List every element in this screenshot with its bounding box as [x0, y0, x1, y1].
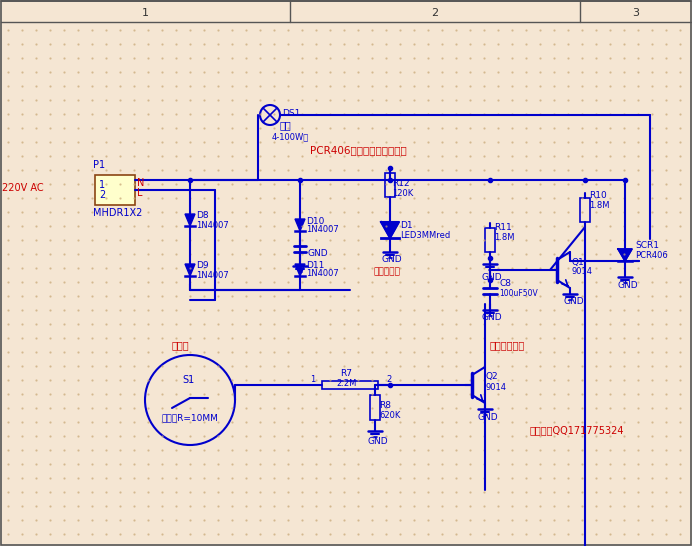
Polygon shape	[295, 264, 305, 276]
Text: 触摸片: 触摸片	[172, 340, 190, 350]
Text: GND: GND	[308, 250, 329, 258]
Text: R10: R10	[589, 192, 607, 200]
Text: 620K: 620K	[379, 411, 401, 419]
Text: Q1: Q1	[571, 258, 584, 266]
Text: 1.8M: 1.8M	[589, 201, 610, 211]
Text: P1: P1	[93, 160, 105, 170]
Text: 1N4007: 1N4007	[196, 222, 229, 230]
Text: 灯具: 灯具	[280, 120, 292, 130]
Text: D8: D8	[196, 211, 208, 221]
Text: 100uF50V: 100uF50V	[499, 289, 538, 299]
Text: GND: GND	[563, 298, 583, 306]
Text: 120K: 120K	[392, 188, 413, 198]
Text: 时间设定电容: 时间设定电容	[490, 340, 525, 350]
Bar	[370, 395, 380, 420]
Text: MHDR1X2: MHDR1X2	[93, 208, 143, 218]
Text: R7: R7	[340, 369, 352, 377]
Text: 1N4007: 1N4007	[306, 270, 339, 278]
Text: 1N4007: 1N4007	[306, 224, 339, 234]
Text: SCR1: SCR1	[635, 240, 659, 250]
Text: 金属片R=10MM: 金属片R=10MM	[162, 413, 219, 423]
Text: GND: GND	[367, 437, 388, 447]
Text: L: L	[137, 188, 143, 198]
Text: 1N4007: 1N4007	[196, 271, 229, 281]
Bar	[385, 173, 395, 197]
Polygon shape	[185, 264, 195, 276]
Text: GND: GND	[617, 281, 637, 289]
Text: GND: GND	[478, 412, 499, 422]
Text: 1: 1	[141, 8, 149, 18]
Text: 4-100W灯: 4-100W灯	[272, 133, 309, 141]
Text: N: N	[137, 178, 145, 188]
Text: 技术支持QQ171775324: 技术支持QQ171775324	[530, 425, 624, 435]
Polygon shape	[295, 219, 305, 231]
Text: 3: 3	[632, 8, 639, 18]
Text: C8: C8	[499, 280, 511, 288]
Text: 9014: 9014	[571, 268, 592, 276]
Text: 9014: 9014	[486, 383, 507, 391]
Text: D11: D11	[306, 262, 325, 270]
Bar	[95, 175, 135, 205]
Text: Q2: Q2	[486, 372, 499, 382]
Bar	[485, 228, 495, 252]
Text: D10: D10	[306, 217, 325, 225]
Text: GND: GND	[482, 313, 502, 323]
Text: 2: 2	[431, 8, 439, 18]
Text: GND: GND	[482, 274, 502, 282]
Text: D1: D1	[400, 222, 412, 230]
Text: R8: R8	[379, 401, 391, 410]
Text: 2: 2	[386, 375, 391, 383]
Text: 夜间指示灯: 夜间指示灯	[374, 268, 401, 276]
Text: LED3MMred: LED3MMred	[400, 232, 450, 240]
Bar	[322, 381, 378, 389]
Text: 1: 1	[310, 375, 316, 383]
Text: GND: GND	[382, 256, 403, 264]
Bar	[580, 198, 590, 222]
Text: 2: 2	[99, 190, 105, 200]
Text: DS1: DS1	[282, 109, 300, 117]
Polygon shape	[381, 222, 399, 238]
Text: 1: 1	[99, 180, 105, 190]
Text: D9: D9	[196, 262, 208, 270]
Polygon shape	[618, 249, 632, 261]
Text: 220V AC: 220V AC	[2, 183, 44, 193]
Text: PCR406触摸式延时节能开关: PCR406触摸式延时节能开关	[310, 145, 407, 155]
Text: 2.2M: 2.2M	[336, 378, 356, 388]
Text: PCR406: PCR406	[635, 251, 668, 259]
Text: R12: R12	[392, 179, 410, 187]
Text: 1.8M: 1.8M	[494, 234, 514, 242]
Polygon shape	[185, 214, 195, 226]
Text: S1: S1	[182, 375, 194, 385]
Text: R11: R11	[494, 223, 512, 233]
